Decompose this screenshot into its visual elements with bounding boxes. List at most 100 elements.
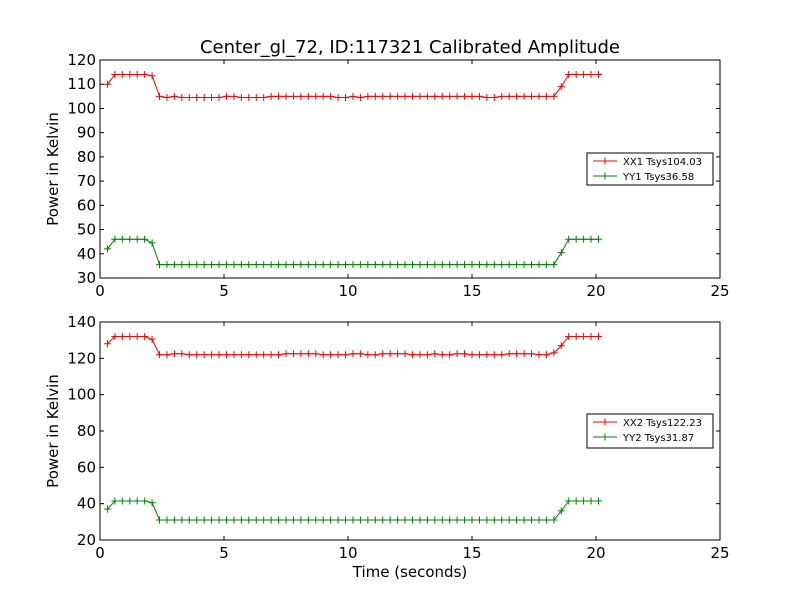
- data-point: [520, 350, 528, 358]
- data-point: [587, 497, 595, 505]
- legend-marker: [601, 433, 609, 441]
- data-point: [364, 261, 372, 269]
- y-tick-label: 100: [67, 99, 96, 117]
- data-point: [542, 261, 550, 269]
- data-point: [245, 351, 253, 359]
- data-point: [557, 249, 565, 257]
- data-point: [468, 92, 476, 100]
- data-point: [431, 261, 439, 269]
- y-axis-label: Power in Kelvin: [44, 374, 62, 488]
- data-point: [111, 235, 119, 243]
- data-point: [163, 261, 171, 269]
- data-point: [289, 350, 297, 358]
- data-point: [453, 92, 461, 100]
- data-point: [364, 516, 372, 524]
- data-point: [490, 94, 498, 102]
- x-tick-label: 0: [95, 544, 105, 562]
- data-point: [356, 350, 364, 358]
- data-point: [453, 516, 461, 524]
- data-point: [535, 92, 543, 100]
- data-point: [319, 351, 327, 359]
- data-point: [282, 261, 290, 269]
- data-point: [260, 351, 268, 359]
- data-point: [237, 94, 245, 102]
- data-point: [535, 261, 543, 269]
- data-point: [446, 516, 454, 524]
- legend-label: YY2 Tsys31.87: [622, 433, 694, 444]
- data-point: [156, 92, 164, 100]
- data-point: [423, 92, 431, 100]
- data-point: [483, 351, 491, 359]
- data-point: [408, 351, 416, 359]
- data-point: [237, 261, 245, 269]
- y-tick-label: 40: [77, 495, 96, 513]
- data-point: [126, 497, 134, 505]
- data-point: [349, 261, 357, 269]
- data-point: [528, 92, 536, 100]
- x-tick-label: 5: [219, 282, 229, 300]
- data-point: [282, 516, 290, 524]
- data-point: [356, 516, 364, 524]
- data-point: [587, 71, 595, 79]
- data-point: [282, 350, 290, 358]
- data-point: [170, 350, 178, 358]
- y-tick-label: 60: [77, 196, 96, 214]
- data-point: [483, 516, 491, 524]
- data-point: [178, 516, 186, 524]
- data-point: [178, 94, 186, 102]
- data-point: [505, 92, 513, 100]
- data-point: [542, 92, 550, 100]
- data-point: [215, 261, 223, 269]
- data-point: [215, 351, 223, 359]
- data-point: [103, 340, 111, 348]
- data-point: [141, 333, 149, 341]
- data-point: [304, 350, 312, 358]
- data-point: [498, 261, 506, 269]
- data-point: [572, 497, 580, 505]
- data-point: [461, 92, 469, 100]
- data-point: [431, 350, 439, 358]
- data-point: [565, 235, 573, 243]
- data-point: [475, 351, 483, 359]
- data-point: [371, 92, 379, 100]
- x-tick-label: 25: [710, 544, 729, 562]
- data-point: [319, 92, 327, 100]
- data-point: [327, 261, 335, 269]
- data-point: [141, 235, 149, 243]
- data-point: [208, 351, 216, 359]
- y-tick-label: 20: [77, 531, 96, 549]
- data-point: [431, 92, 439, 100]
- series-0-1: [103, 235, 602, 269]
- data-point: [342, 261, 350, 269]
- data-point: [461, 261, 469, 269]
- data-point: [170, 92, 178, 100]
- data-point: [498, 92, 506, 100]
- data-point: [394, 350, 402, 358]
- data-point: [416, 516, 424, 524]
- data-point: [275, 92, 283, 100]
- data-point: [572, 235, 580, 243]
- legend-label: XX2 Tsys122.23: [623, 418, 702, 429]
- y-tick-label: 120: [67, 349, 96, 367]
- data-point: [513, 516, 521, 524]
- data-point: [356, 94, 364, 102]
- data-point: [520, 92, 528, 100]
- data-point: [557, 342, 565, 350]
- data-point: [215, 94, 223, 102]
- data-point: [475, 261, 483, 269]
- legend-marker: [601, 418, 609, 426]
- data-point: [550, 516, 558, 524]
- data-point: [513, 261, 521, 269]
- data-point: [215, 516, 223, 524]
- data-point: [312, 350, 320, 358]
- legend: XX1 Tsys104.03 YY1 Tsys36.58: [586, 152, 714, 186]
- data-point: [557, 83, 565, 91]
- data-point: [416, 351, 424, 359]
- subplot-top: 0 5 10 15 20 25 30 40 50 60 70 80 90 100 110 120 Power i…: [44, 51, 730, 300]
- data-point: [475, 92, 483, 100]
- data-point: [260, 94, 268, 102]
- data-point: [222, 261, 230, 269]
- data-point: [364, 351, 372, 359]
- data-point: [550, 349, 558, 357]
- data-point: [267, 351, 275, 359]
